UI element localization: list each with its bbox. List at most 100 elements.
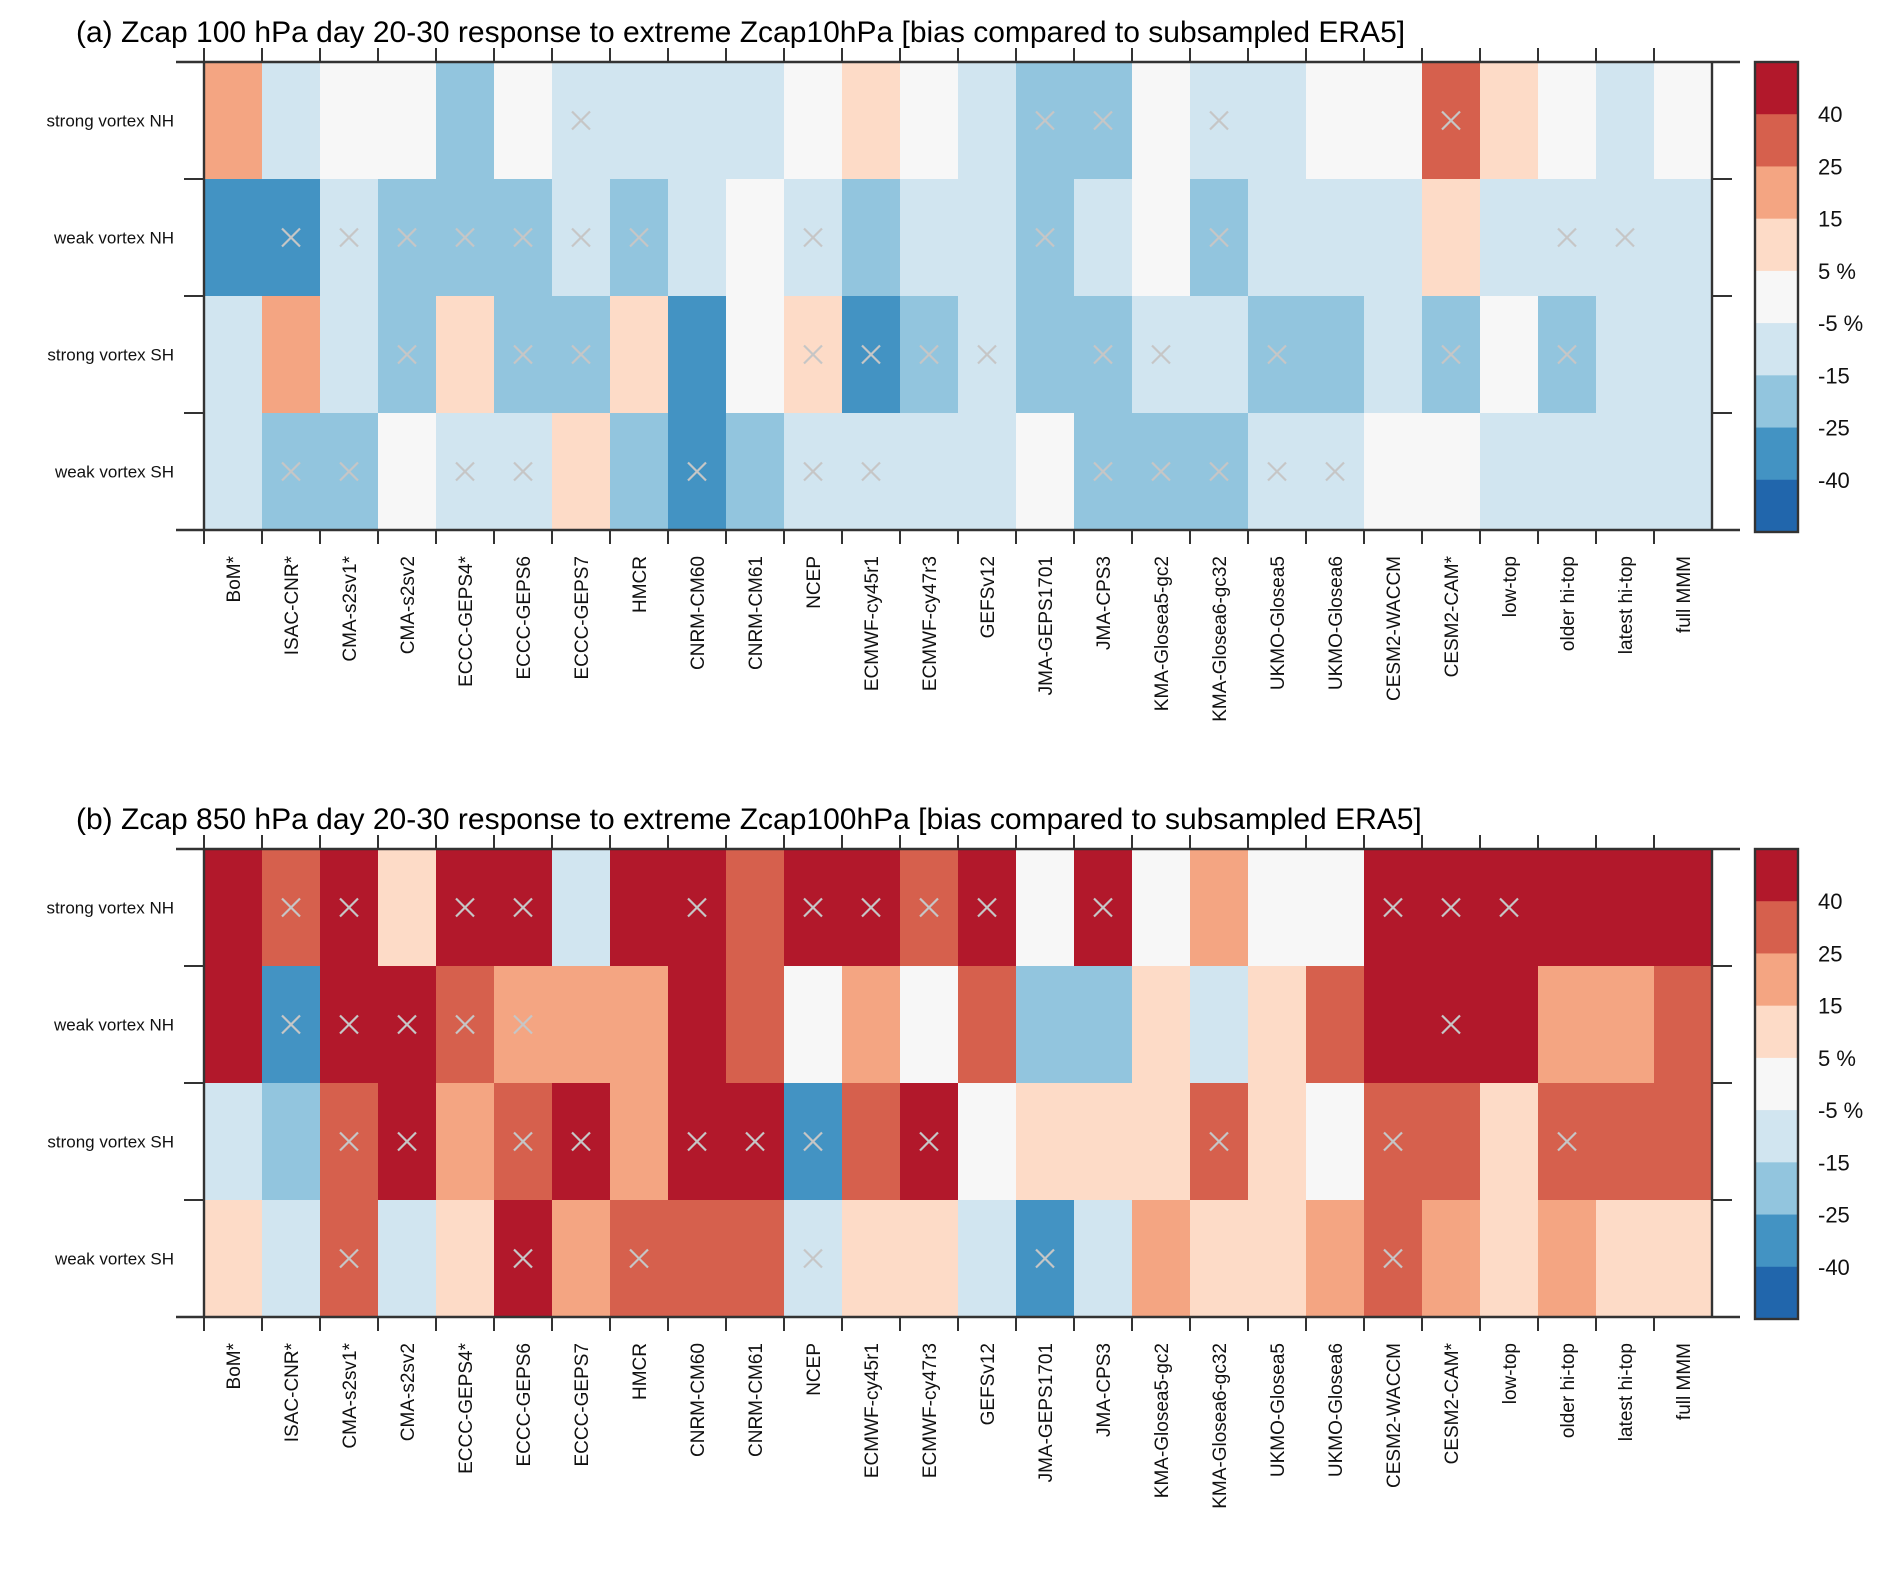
column-label: HMCR — [630, 556, 651, 613]
row-label: strong vortex SH — [47, 346, 174, 365]
heatmap-cell — [1248, 966, 1307, 1084]
heatmap-cell — [204, 966, 263, 1084]
heatmap-cell — [1248, 179, 1307, 297]
significance-x-icon — [1209, 227, 1229, 248]
heatmap-cell — [204, 296, 263, 414]
heatmap-cell — [378, 849, 437, 967]
colorbar-label: -15 — [1818, 363, 1850, 388]
significance-x-icon — [803, 344, 823, 365]
column-label: CESM2-WACCM — [1384, 1343, 1405, 1488]
heatmap-cell — [320, 296, 379, 414]
significance-x-icon — [1615, 227, 1635, 248]
heatmap-cell — [1016, 849, 1075, 967]
heatmap-cell — [1480, 966, 1539, 1084]
heatmap-cell — [610, 413, 669, 531]
column-label: low-top — [1500, 1343, 1521, 1404]
heatmap-cell — [1596, 413, 1655, 531]
heatmap-cell — [1306, 296, 1365, 414]
heatmap-cell — [1248, 1083, 1307, 1201]
significance-x-icon — [861, 344, 881, 365]
colorbar-label: -5 % — [1818, 1098, 1863, 1123]
significance-x-icon — [513, 1014, 533, 1035]
significance-x-icon — [977, 897, 997, 918]
colorbar-label: -5 % — [1818, 311, 1863, 336]
heatmap-cell — [204, 849, 263, 967]
heatmap-cell — [204, 62, 263, 180]
colorbar-bin — [1755, 218, 1798, 272]
heatmap-cell — [842, 966, 901, 1084]
colorbar-bin — [1755, 270, 1798, 324]
heatmap-cell — [1306, 966, 1365, 1084]
heatmap-cell — [1538, 413, 1597, 531]
heatmap-cell — [726, 179, 785, 297]
heatmap-cell — [668, 1200, 727, 1318]
column-label: NCEP — [804, 1343, 825, 1396]
heatmap-cell — [1654, 413, 1713, 531]
significance-x-icon — [1557, 227, 1577, 248]
significance-markers — [281, 110, 1635, 482]
colorbar-bin — [1755, 849, 1798, 902]
heatmap-cell — [1480, 413, 1539, 531]
column-label: UKMO-Glosea5 — [1268, 556, 1289, 690]
significance-x-icon — [1383, 1248, 1403, 1269]
heatmap-cell — [1132, 1200, 1191, 1318]
column-label: HMCR — [630, 1343, 651, 1400]
colorbar-label: 5 % — [1818, 1046, 1856, 1071]
panel-b: (b) Zcap 850 hPa day 20-30 response to e… — [46, 803, 1863, 1509]
column-label: BoM* — [224, 1342, 245, 1389]
colorbar-bin — [1755, 1266, 1798, 1320]
significance-x-icon — [861, 897, 881, 918]
heatmap-cell — [1074, 179, 1133, 297]
column-label: ECMWF-cy47r3 — [920, 1343, 941, 1478]
colorbar-label: 25 — [1818, 941, 1842, 966]
heatmap-cell — [204, 413, 263, 531]
significance-x-icon — [571, 227, 591, 248]
heatmap-cell — [1016, 966, 1075, 1084]
column-label: ECMWF-cy45r1 — [862, 1343, 883, 1478]
significance-x-icon — [1209, 1131, 1229, 1152]
colorbar-bin — [1755, 375, 1798, 429]
heatmap-cell — [1132, 179, 1191, 297]
row-label: weak vortex SH — [54, 1250, 174, 1269]
heatmap-cell — [726, 413, 785, 531]
heatmap-cell — [204, 1200, 263, 1318]
column-label: CESM2-WACCM — [1384, 556, 1405, 701]
heatmap-cell — [784, 966, 843, 1084]
colorbar-label: -40 — [1818, 468, 1850, 493]
heatmap-cell — [1306, 1200, 1365, 1318]
heatmap-cell — [842, 1083, 901, 1201]
significance-x-icon — [339, 227, 359, 248]
heatmap-cell — [900, 1200, 959, 1318]
column-label: KMA-Glosea6-gc32 — [1210, 556, 1231, 722]
column-label: JMA-GEPS1701 — [1036, 1343, 1057, 1482]
significance-x-icon — [339, 1014, 359, 1035]
significance-x-icon — [919, 897, 939, 918]
heatmap-cell — [1364, 413, 1423, 531]
significance-x-icon — [1151, 344, 1171, 365]
significance-x-icon — [803, 1248, 823, 1269]
panel-a: (a) Zcap 100 hPa day 20-30 response to e… — [46, 16, 1863, 722]
significance-x-icon — [629, 227, 649, 248]
heatmap-cell — [436, 1200, 495, 1318]
heatmap-cell — [1422, 1200, 1481, 1318]
heatmap-cell — [900, 62, 959, 180]
heatmap-cell — [378, 413, 437, 531]
significance-x-icon — [397, 344, 417, 365]
heatmap-cell — [262, 1083, 321, 1201]
column-label: UKMO-Glosea6 — [1326, 556, 1347, 690]
column-label: latest hi-top — [1616, 556, 1637, 654]
heatmap-cell — [726, 966, 785, 1084]
column-label: ISAC-CNR* — [282, 555, 303, 655]
heatmap-cell — [1016, 1083, 1075, 1201]
heatmap-cell — [958, 966, 1017, 1084]
heatmap-cell — [204, 179, 263, 297]
significance-x-icon — [1267, 461, 1287, 482]
significance-x-icon — [745, 1131, 765, 1152]
significance-x-icon — [513, 344, 533, 365]
heatmap-cell — [958, 1083, 1017, 1201]
row-label: strong vortex NH — [46, 112, 174, 131]
significance-x-icon — [513, 1248, 533, 1269]
heatmap-cell — [1654, 179, 1713, 297]
colorbar-bin — [1755, 1214, 1798, 1268]
colorbar-bin — [1755, 62, 1798, 115]
